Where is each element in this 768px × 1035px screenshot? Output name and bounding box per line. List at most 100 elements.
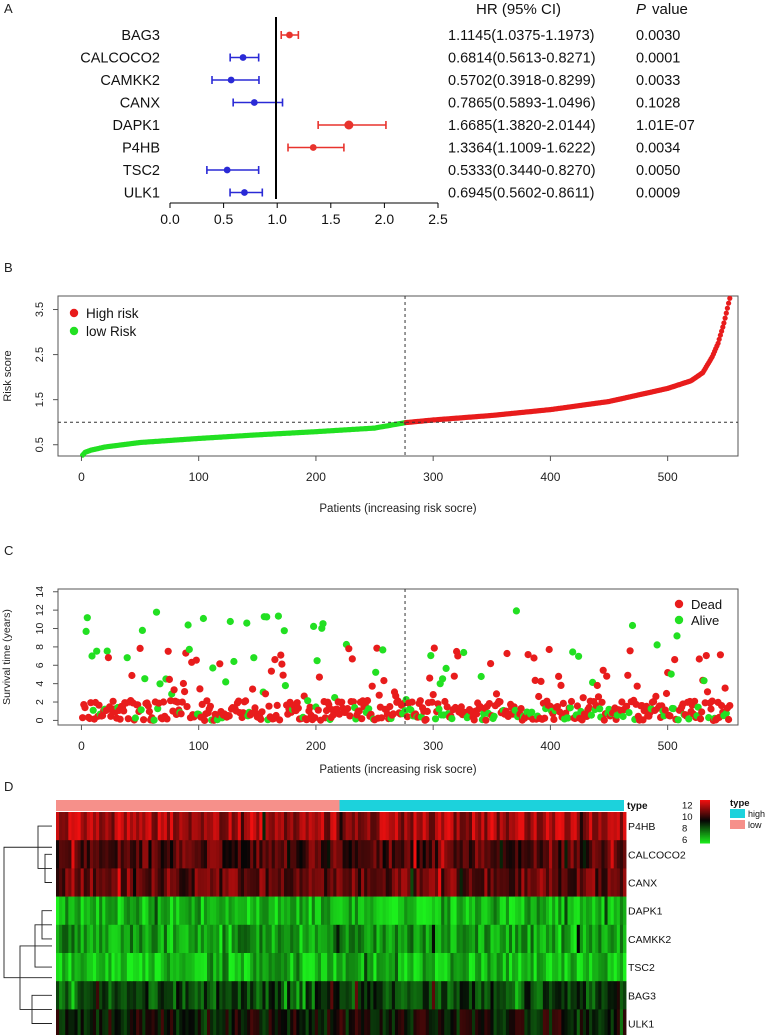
heatmap-cell xyxy=(148,868,152,897)
heatmap-cell xyxy=(539,868,544,897)
heatmap-cell xyxy=(450,1009,454,1035)
heatmap-cell xyxy=(120,924,125,954)
heatmap-cell xyxy=(459,812,464,841)
heatmap-cell xyxy=(398,953,402,982)
heatmap-cell xyxy=(586,896,590,926)
heatmap-cell xyxy=(459,981,464,1010)
heatmap-cell xyxy=(86,953,91,982)
heatmap-cell xyxy=(558,896,562,926)
survival-dead-point xyxy=(363,697,372,705)
survival-dead-point xyxy=(165,675,173,684)
heatmap-cell xyxy=(182,812,186,841)
heatmap-cell xyxy=(530,953,535,982)
heatmap-cell xyxy=(160,1009,165,1035)
forest-p-value: 0.0050 xyxy=(636,163,680,179)
heatmap-cell xyxy=(428,812,433,841)
heatmap-cell xyxy=(601,896,605,926)
heatmap-cell xyxy=(145,1009,149,1035)
heatmap-cell xyxy=(129,953,134,982)
heatmap-cell xyxy=(253,924,257,954)
risk-score-point xyxy=(727,295,733,301)
heatmap-cell xyxy=(290,840,294,869)
heatmap-cell xyxy=(280,840,285,869)
heatmap-cell xyxy=(552,840,556,869)
heatmap-cell xyxy=(330,896,334,926)
heatmap-cell xyxy=(302,812,306,841)
survival-dead-point xyxy=(573,702,582,710)
survival-dead-point xyxy=(559,699,567,708)
heatmap-cell xyxy=(607,981,612,1010)
heatmap-cell xyxy=(453,812,457,841)
heatmap-cell xyxy=(604,953,608,982)
heatmap-cell xyxy=(222,896,226,926)
heatmap-cell xyxy=(450,896,454,926)
heatmap-cell xyxy=(373,924,377,954)
survival-dead-point xyxy=(430,644,438,652)
heatmap-cell xyxy=(481,981,485,1010)
heatmap-cell xyxy=(197,840,202,869)
heatmap-cell xyxy=(536,868,541,897)
color-scale-step xyxy=(700,839,710,842)
heatmap-cell xyxy=(388,953,393,982)
heatmap-cell xyxy=(589,868,593,897)
heatmap-cell xyxy=(336,1009,340,1035)
heatmap-cell xyxy=(379,924,384,954)
heatmap-cell xyxy=(145,953,149,982)
heatmap-cell xyxy=(592,812,596,841)
heatmap-cell xyxy=(471,840,476,869)
risk-score-point xyxy=(723,310,729,316)
heatmap-cell xyxy=(545,812,550,841)
heatmap-cell xyxy=(142,953,146,982)
heatmap-cell xyxy=(148,812,152,841)
heatmap-cell xyxy=(518,868,522,897)
heatmap-cell xyxy=(345,953,350,982)
color-scale-step xyxy=(700,815,710,817)
heatmap-cell xyxy=(210,981,214,1010)
heatmap-cell xyxy=(56,981,60,1010)
survival-alive-point xyxy=(653,641,661,649)
heatmap-cell xyxy=(157,1009,162,1035)
heatmap-cell xyxy=(173,1009,177,1035)
heatmap-cell xyxy=(388,840,393,869)
heatmap-cell xyxy=(345,812,350,841)
heatmap-cell xyxy=(268,953,273,982)
heatmap-cell xyxy=(259,812,263,841)
heatmap-cell xyxy=(493,924,498,954)
heatmap-cell xyxy=(225,924,229,954)
heatmap-cell xyxy=(589,924,593,954)
heatmap-cell xyxy=(96,812,100,841)
heatmap-cell xyxy=(539,924,544,954)
heatmap-cell xyxy=(222,812,226,841)
heatmap-cell xyxy=(536,1009,541,1035)
heatmap-cell xyxy=(487,953,491,982)
survival-dead-point xyxy=(707,705,715,713)
heatmap-cell xyxy=(206,1009,211,1035)
survival-dead-point xyxy=(329,711,338,719)
color-scale-step xyxy=(700,821,710,824)
heatmap-cell xyxy=(416,1009,420,1035)
heatmap-cell xyxy=(302,896,306,926)
heatmap-cell xyxy=(321,953,325,982)
heatmap-cell xyxy=(521,840,525,869)
heatmap-cell xyxy=(296,868,300,897)
forest-gene-label: CALCOCO2 xyxy=(80,51,160,67)
heatmap-cell xyxy=(475,953,479,982)
heatmap-cell xyxy=(601,812,605,841)
heatmap-cell xyxy=(68,981,72,1010)
heatmap-cell xyxy=(240,840,245,869)
heatmap-cell xyxy=(502,953,507,982)
heatmap-cell xyxy=(74,896,78,926)
heatmap-cell xyxy=(561,840,565,869)
survival-dead-point xyxy=(671,656,679,664)
heatmap-cell xyxy=(394,953,399,982)
heatmap-cell xyxy=(475,981,479,1010)
heatmap-cell xyxy=(496,868,501,897)
heatmap-cell xyxy=(274,924,279,954)
heatmap-cell xyxy=(490,981,494,1010)
heatmap-cell xyxy=(394,812,399,841)
heatmap-cell xyxy=(456,840,461,869)
heatmap-cell xyxy=(191,812,196,841)
heatmap-cell xyxy=(564,812,568,841)
heatmap-cell xyxy=(367,953,371,982)
